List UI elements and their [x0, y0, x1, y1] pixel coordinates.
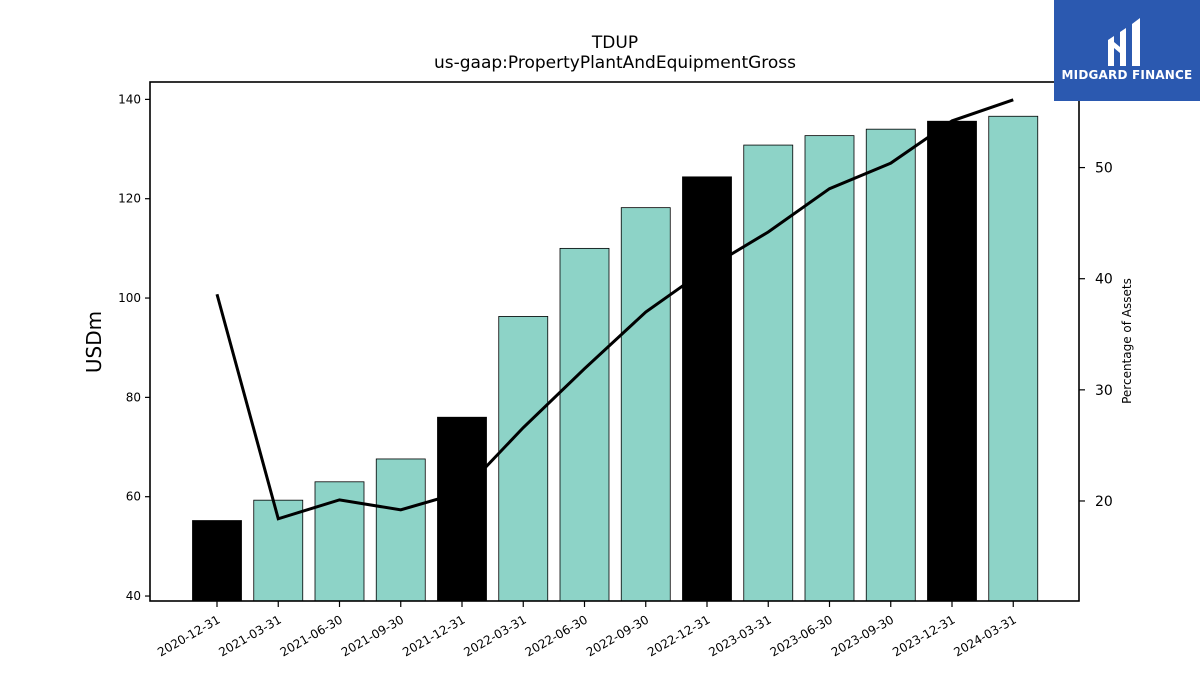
- y-tick-label: 120: [118, 192, 141, 206]
- x-tick-label: 2022-12-31: [645, 612, 712, 659]
- bar-2020-12-31: [192, 520, 242, 602]
- bar-2023-03-31: [743, 144, 794, 602]
- bar-2021-09-30: [375, 458, 426, 602]
- x-axis: 2020-12-312021-03-312021-06-302021-09-30…: [155, 601, 1019, 659]
- x-tick-label: 2024-03-31: [951, 612, 1018, 659]
- plot-frame: [149, 81, 1080, 602]
- x-tick-label: 2022-03-31: [461, 612, 528, 659]
- bar-2024-03-31: [988, 115, 1039, 602]
- chart-title: TDUP: [591, 33, 638, 53]
- y-right-tick-label: 30: [1095, 383, 1113, 399]
- y-right-tick-label: 20: [1095, 494, 1113, 510]
- logo-text: MIDGARD FINANCE: [1061, 68, 1193, 82]
- y-axis-label: USDm: [82, 311, 106, 373]
- bar-2023-09-30: [865, 128, 916, 602]
- bar-2023-06-30: [804, 135, 855, 602]
- brand-logo: MIDGARD FINANCE: [1054, 0, 1200, 101]
- y-right-tick-label: 40: [1095, 272, 1113, 288]
- y-tick-label: 100: [118, 291, 141, 305]
- x-tick-label: 2023-03-31: [706, 612, 773, 659]
- x-tick-label: 2021-06-30: [278, 612, 345, 659]
- y-tick-label: 60: [126, 490, 141, 504]
- y-axis-right-label: Percentage of Assets: [1120, 278, 1134, 404]
- y-axis-left: 40 60 80 100 120 140: [118, 92, 150, 603]
- bar-2023-12-31: [927, 120, 977, 602]
- x-tick-label: 2022-06-30: [523, 612, 590, 659]
- bar-2022-12-31: [682, 176, 732, 602]
- bar-2022-09-30: [620, 207, 671, 602]
- chart-subtitle: us-gaap:PropertyPlantAndEquipmentGross: [434, 53, 796, 73]
- y-right-tick-label: 50: [1095, 161, 1113, 177]
- bar-2022-03-31: [498, 316, 549, 602]
- x-tick-label: 2021-09-30: [339, 612, 406, 659]
- bars-group: [192, 115, 1039, 602]
- series-line: [215, 98, 1014, 521]
- y-tick-label: 80: [126, 390, 141, 404]
- x-tick-label: 2021-03-31: [216, 612, 283, 659]
- bar-2021-12-31: [437, 416, 487, 602]
- x-tick-label: 2023-12-31: [890, 612, 957, 659]
- y-axis-right: 20 30 40 50: [1079, 161, 1113, 510]
- x-tick-label: 2021-12-31: [400, 612, 467, 659]
- x-tick-label: 2023-06-30: [768, 612, 835, 659]
- logo-mark-icon: [1108, 18, 1140, 66]
- x-tick-label: 2020-12-31: [155, 612, 222, 659]
- y-tick-label: 40: [126, 589, 141, 603]
- bar-2022-06-30: [559, 247, 610, 602]
- x-tick-label: 2023-09-30: [829, 612, 896, 659]
- y-tick-label: 140: [118, 92, 141, 106]
- x-tick-label: 2022-09-30: [584, 612, 651, 659]
